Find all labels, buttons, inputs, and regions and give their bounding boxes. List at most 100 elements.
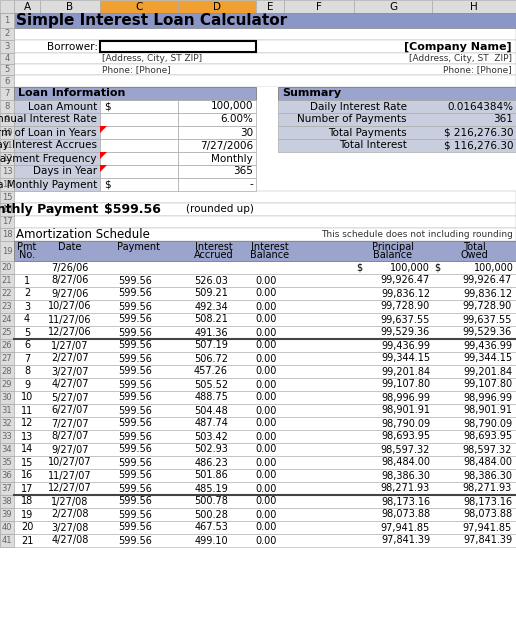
Text: 98,386.30: 98,386.30 bbox=[381, 471, 430, 480]
Text: 599.56: 599.56 bbox=[118, 301, 152, 311]
Bar bbox=[100, 100, 178, 113]
Text: G: G bbox=[389, 1, 397, 11]
Text: Annual Interest Rate: Annual Interest Rate bbox=[0, 115, 97, 124]
Bar bbox=[278, 139, 516, 152]
Text: 599.56: 599.56 bbox=[118, 445, 152, 455]
Text: 10: 10 bbox=[21, 392, 33, 403]
Text: 99,637.55: 99,637.55 bbox=[463, 315, 512, 324]
Text: 503.42: 503.42 bbox=[194, 431, 228, 441]
Text: [Address, City, ST ZIP]: [Address, City, ST ZIP] bbox=[102, 54, 202, 63]
Bar bbox=[100, 139, 178, 152]
Text: 38: 38 bbox=[2, 497, 12, 506]
Bar bbox=[0, 64, 14, 75]
Text: 98,073.88: 98,073.88 bbox=[463, 510, 512, 520]
Text: 5: 5 bbox=[24, 327, 30, 338]
Bar bbox=[100, 126, 178, 139]
Bar bbox=[0, 165, 516, 178]
Text: 6/27/07: 6/27/07 bbox=[51, 406, 89, 415]
Text: 21: 21 bbox=[21, 536, 33, 545]
Text: 15: 15 bbox=[21, 457, 33, 468]
Text: 99,107.80: 99,107.80 bbox=[381, 380, 430, 389]
Text: $ 116,276.30: $ 116,276.30 bbox=[443, 141, 513, 150]
Bar bbox=[0, 430, 516, 443]
Bar bbox=[0, 365, 516, 378]
Text: 100,000: 100,000 bbox=[211, 101, 253, 111]
Text: 99,637.55: 99,637.55 bbox=[381, 315, 430, 324]
Text: No.: No. bbox=[19, 250, 35, 261]
Text: 0.00: 0.00 bbox=[255, 380, 277, 389]
Text: 599.56: 599.56 bbox=[118, 341, 152, 350]
Bar bbox=[0, 203, 516, 216]
Bar bbox=[0, 417, 14, 430]
Text: 502.93: 502.93 bbox=[194, 445, 228, 455]
Bar bbox=[0, 339, 14, 352]
Text: 98,597.32: 98,597.32 bbox=[463, 445, 512, 455]
Text: 15: 15 bbox=[2, 192, 12, 201]
Bar bbox=[0, 521, 14, 534]
Text: 99,529.36: 99,529.36 bbox=[381, 327, 430, 338]
Text: 16: 16 bbox=[2, 205, 12, 214]
Text: 0.00: 0.00 bbox=[255, 510, 277, 520]
Bar bbox=[0, 191, 516, 203]
Bar bbox=[0, 28, 516, 40]
Text: 0.00: 0.00 bbox=[255, 354, 277, 364]
Text: 98,597.32: 98,597.32 bbox=[381, 445, 430, 455]
Bar bbox=[0, 352, 14, 365]
Text: 0.0164384%: 0.0164384% bbox=[447, 101, 513, 111]
Text: Owed: Owed bbox=[460, 250, 488, 261]
Text: Pmt: Pmt bbox=[18, 243, 37, 252]
Text: 4/27/08: 4/27/08 bbox=[51, 536, 89, 545]
Text: $: $ bbox=[356, 262, 362, 273]
Text: $: $ bbox=[104, 180, 110, 189]
Text: 0.00: 0.00 bbox=[255, 406, 277, 415]
Text: 98,173.16: 98,173.16 bbox=[463, 496, 512, 506]
Text: 3/27/07: 3/27/07 bbox=[51, 366, 89, 376]
Text: 3/27/08: 3/27/08 bbox=[51, 522, 89, 533]
Text: Monthly: Monthly bbox=[211, 154, 253, 164]
Text: This schedule does not including rounding: This schedule does not including roundin… bbox=[321, 230, 513, 239]
Text: 13: 13 bbox=[2, 167, 12, 176]
Bar bbox=[100, 165, 178, 178]
Text: 37: 37 bbox=[2, 484, 12, 493]
Text: [Address, City, ST  ZIP]: [Address, City, ST ZIP] bbox=[409, 54, 512, 63]
Text: 11: 11 bbox=[21, 406, 33, 415]
Text: Interest: Interest bbox=[251, 243, 289, 252]
Text: 25: 25 bbox=[2, 328, 12, 337]
Bar bbox=[14, 139, 100, 152]
Bar bbox=[0, 378, 516, 391]
Bar bbox=[0, 241, 516, 261]
Bar bbox=[0, 274, 14, 287]
Bar bbox=[14, 126, 100, 139]
Text: 27: 27 bbox=[2, 354, 12, 363]
Text: 0.00: 0.00 bbox=[255, 483, 277, 494]
Text: 0.00: 0.00 bbox=[255, 289, 277, 299]
Text: 2/27/08: 2/27/08 bbox=[51, 510, 89, 520]
Text: Monthly Payment: Monthly Payment bbox=[0, 203, 98, 216]
Text: E: E bbox=[267, 1, 273, 11]
Bar bbox=[0, 0, 14, 13]
Text: 17: 17 bbox=[21, 483, 33, 494]
Text: 16: 16 bbox=[21, 471, 33, 480]
Polygon shape bbox=[100, 152, 107, 159]
Bar bbox=[0, 152, 14, 165]
Bar bbox=[0, 430, 14, 443]
Text: 0.00: 0.00 bbox=[255, 275, 277, 285]
Bar bbox=[0, 40, 14, 53]
Bar bbox=[0, 508, 14, 521]
Text: 506.72: 506.72 bbox=[194, 354, 228, 364]
Text: 508.21: 508.21 bbox=[194, 315, 228, 324]
Text: 501.86: 501.86 bbox=[194, 471, 228, 480]
Text: C: C bbox=[135, 1, 143, 11]
Bar bbox=[178, 178, 256, 191]
Text: 599.56: 599.56 bbox=[118, 392, 152, 403]
Text: 99,529.36: 99,529.36 bbox=[463, 327, 512, 338]
Bar bbox=[0, 469, 516, 482]
Bar bbox=[278, 100, 516, 113]
Text: 98,073.88: 98,073.88 bbox=[381, 510, 430, 520]
Text: 17: 17 bbox=[2, 217, 12, 227]
Bar bbox=[0, 482, 14, 495]
Bar bbox=[354, 0, 432, 13]
Text: 98,271.93: 98,271.93 bbox=[463, 483, 512, 494]
Bar bbox=[14, 241, 516, 261]
Text: 599.56: 599.56 bbox=[118, 471, 152, 480]
